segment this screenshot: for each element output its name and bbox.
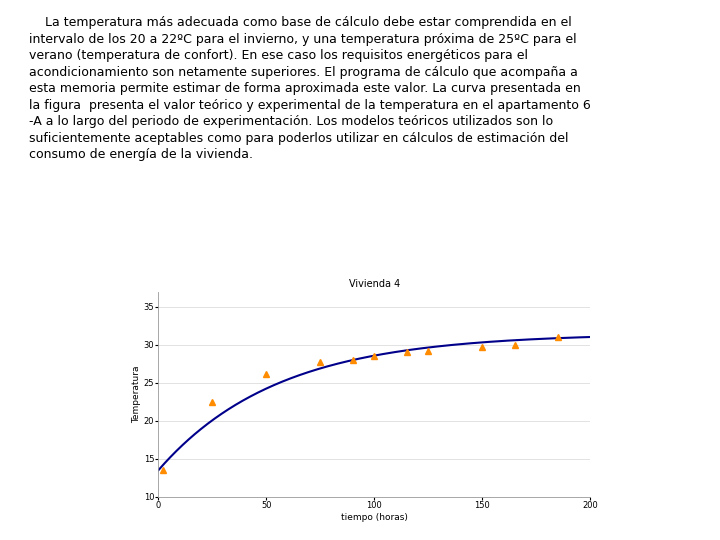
Title: Vivienda 4: Vivienda 4 bbox=[348, 279, 400, 289]
Y-axis label: Temperatura: Temperatura bbox=[132, 366, 141, 423]
X-axis label: tiempo (horas): tiempo (horas) bbox=[341, 513, 408, 522]
Text: La temperatura más adecuada como base de cálculo debe estar comprendida en el
in: La temperatura más adecuada como base de… bbox=[29, 16, 590, 161]
